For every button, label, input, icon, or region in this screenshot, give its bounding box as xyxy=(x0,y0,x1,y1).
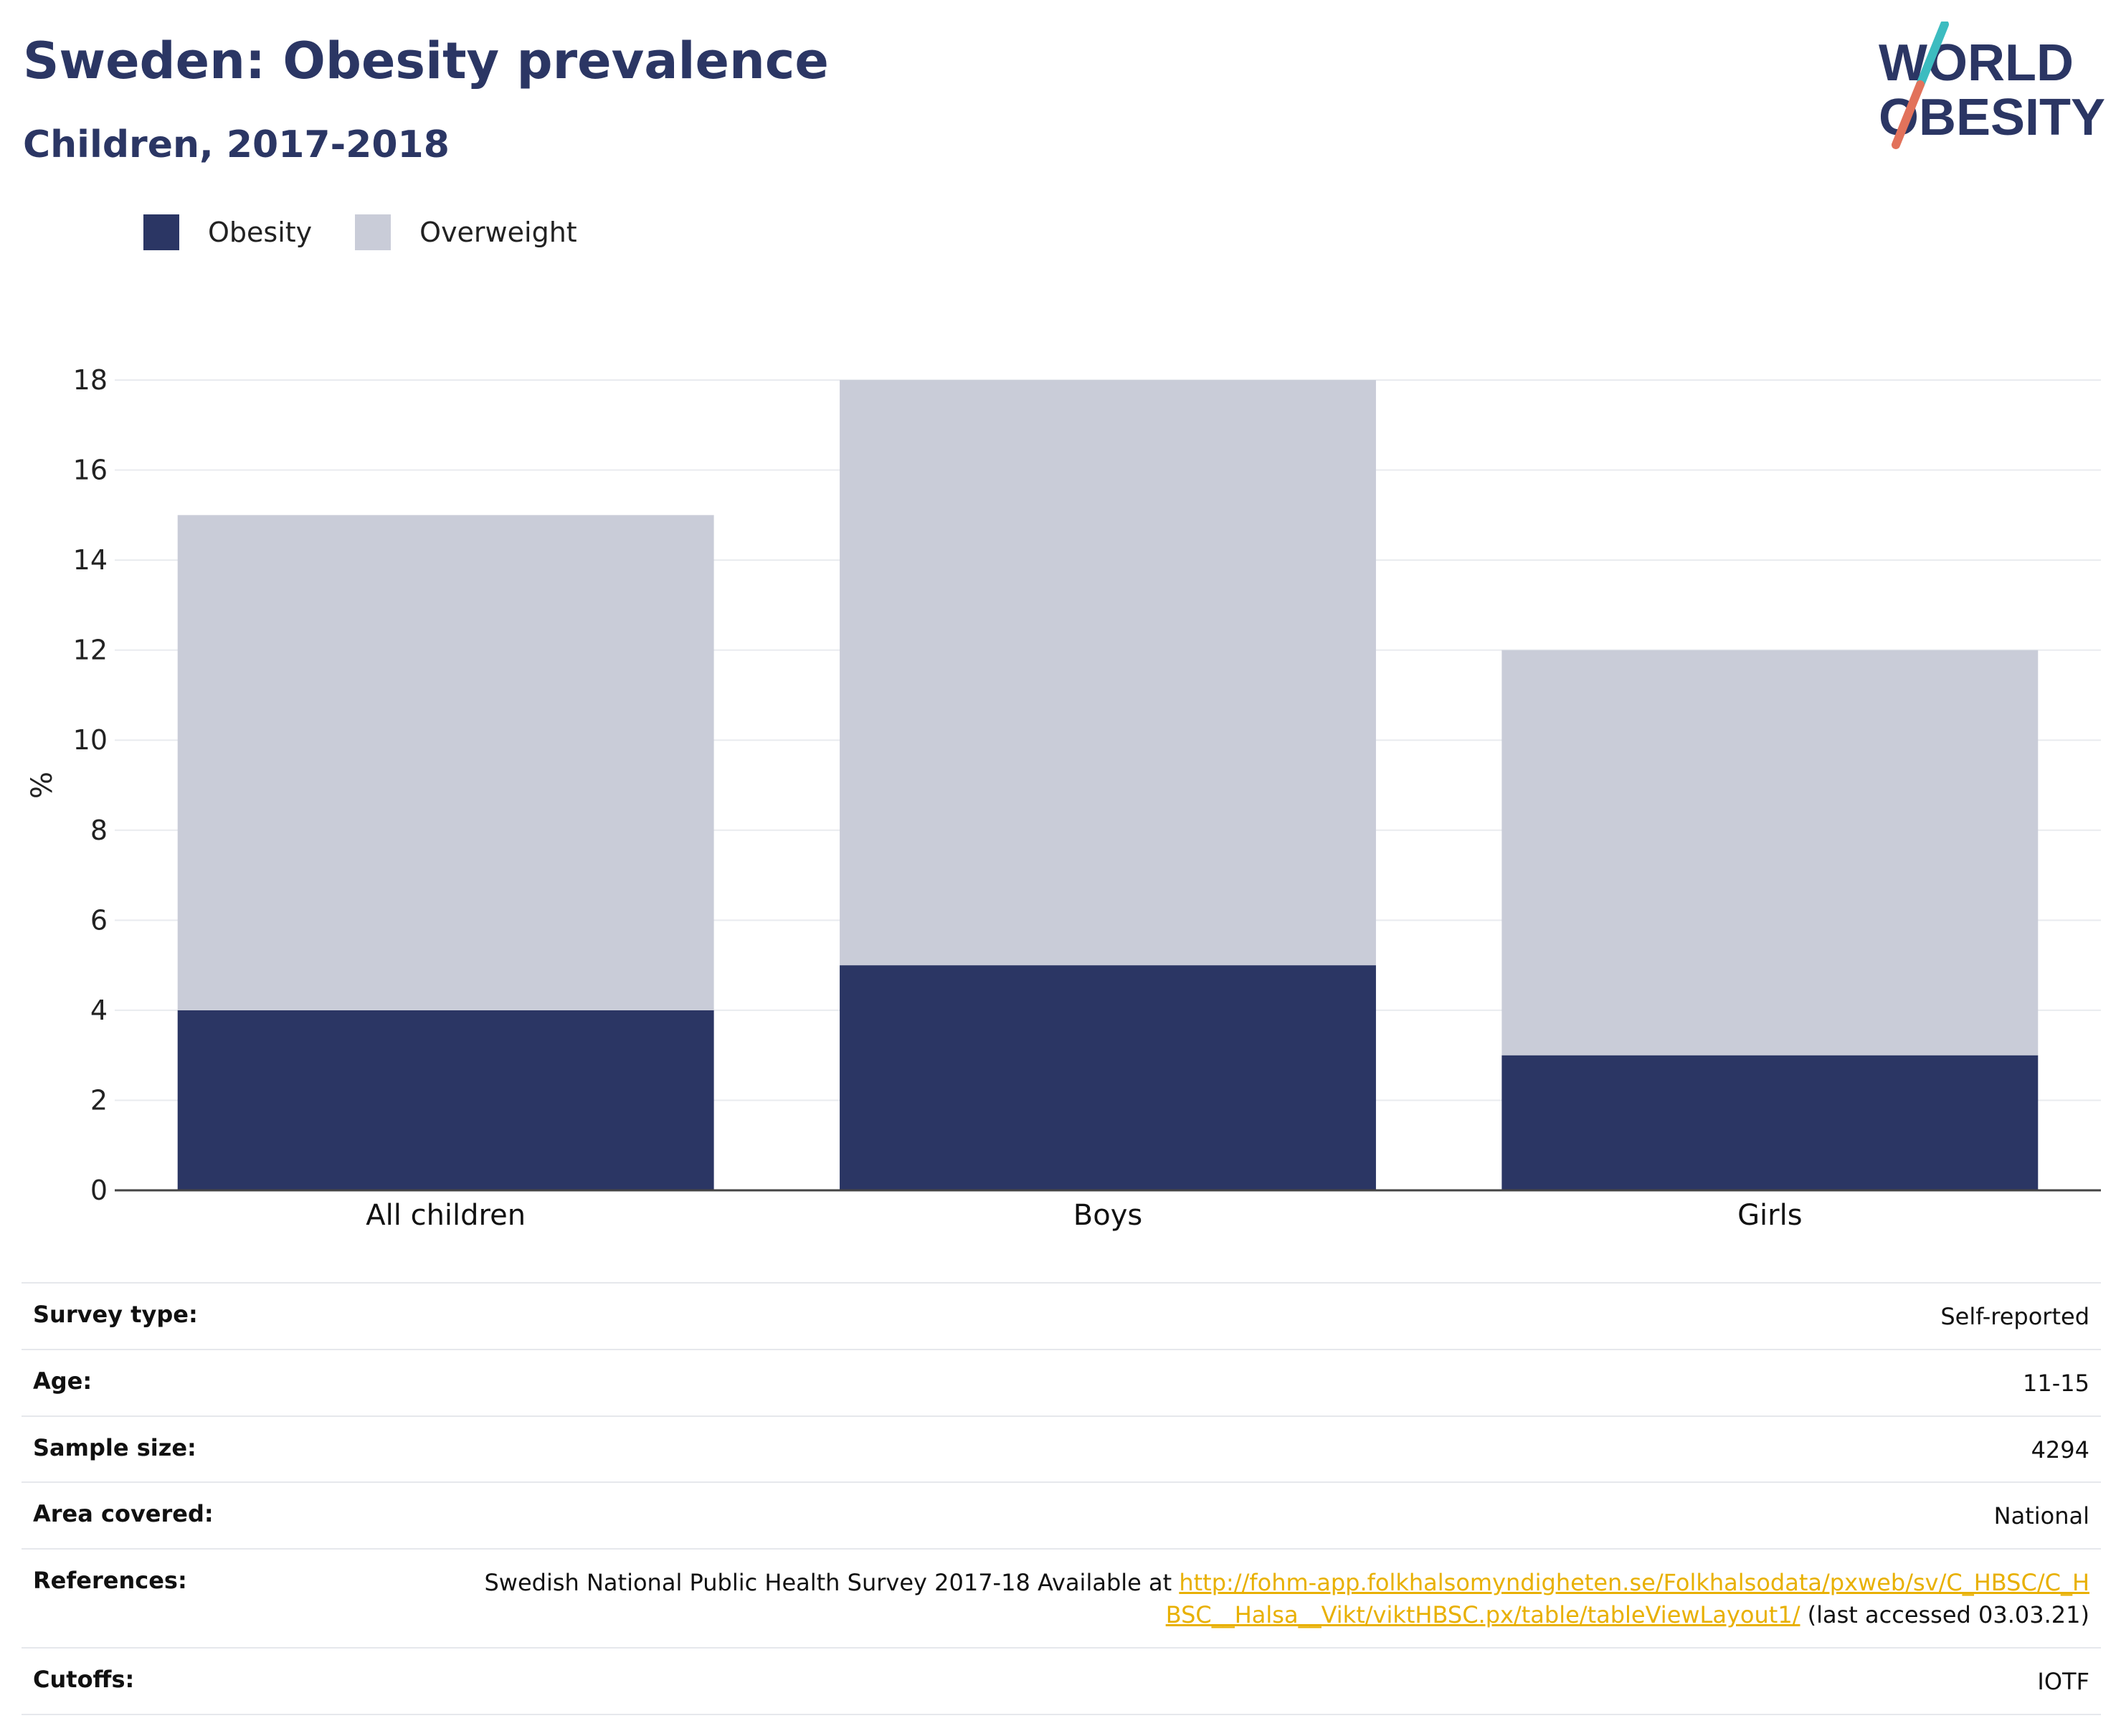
y-tick-label: 16 xyxy=(73,455,108,486)
chart-subtitle: Children, 2017-2018 xyxy=(23,123,450,166)
legend-swatch-obesity xyxy=(143,214,179,250)
meta-label: Cutoffs: xyxy=(33,1665,135,1693)
meta-label: Survey type: xyxy=(33,1301,198,1328)
meta-label: Age: xyxy=(33,1367,92,1395)
chart-legend: Obesity Overweight xyxy=(143,212,620,252)
y-tick-label: 4 xyxy=(90,995,108,1026)
survey-info-table: Survey type: Self-reported Age: 11-15 Sa… xyxy=(22,1282,2101,1715)
meta-value: 11-15 xyxy=(2023,1369,2089,1397)
meta-row-age: Age: 11-15 xyxy=(22,1348,2101,1415)
stacked-bar-chart: 0 2 4 6 8 10 12 14 16 18% All children Boys Girls xyxy=(26,364,2101,1232)
bar-obesity-boys xyxy=(840,965,1376,1190)
y-tick-label: 0 xyxy=(90,1175,108,1206)
legend-swatch-overweight xyxy=(355,214,392,250)
x-tick-label: Boys xyxy=(1073,1199,1142,1232)
bar-obesity-girls xyxy=(1501,1055,2039,1190)
y-tick-label: 6 xyxy=(90,904,108,936)
meta-row-survey-type: Survey type: Self-reported xyxy=(22,1282,2101,1349)
y-tick-label: 2 xyxy=(90,1084,108,1116)
logo-slash-bottom xyxy=(1892,80,1925,149)
references-link[interactable]: http://fohm-app.folkhalsomyndigheten.se/… xyxy=(1165,1569,2089,1628)
meta-row-references: References: Swedish National Public Heal… xyxy=(22,1548,2101,1647)
logo-slash-top xyxy=(1916,22,1949,89)
meta-label: Sample size: xyxy=(33,1433,196,1461)
legend-label-obesity: Obesity xyxy=(208,217,313,248)
y-tick-label: 10 xyxy=(73,724,108,756)
logo-line-1: WORLD xyxy=(1879,34,2074,92)
legend-label-overweight: Overweight xyxy=(419,217,577,248)
x-tick-label: All children xyxy=(366,1199,526,1232)
meta-value: IOTF xyxy=(2037,1667,2089,1695)
bar-overweight-all-children xyxy=(177,515,714,1010)
x-tick-label: Girls xyxy=(1737,1199,1803,1232)
legend-item-overweight[interactable]: Overweight xyxy=(355,214,577,250)
y-tick-label: 14 xyxy=(73,544,108,576)
meta-label: References: xyxy=(33,1567,187,1595)
y-axis-title: % xyxy=(26,772,59,799)
meta-value: Self-reported xyxy=(1940,1303,2089,1330)
meta-value: 4294 xyxy=(2031,1436,2089,1464)
world-obesity-logo: WORLD OBESITY xyxy=(1879,22,2105,149)
chart-title: Sweden: Obesity prevalence xyxy=(23,32,829,90)
bar-overweight-girls xyxy=(1501,650,2039,1056)
legend-item-obesity[interactable]: Obesity xyxy=(143,214,312,250)
references-text: Swedish National Public Health Survey 20… xyxy=(476,1567,2089,1631)
references-suffix: (last accessed 03.03.21) xyxy=(1800,1600,2089,1628)
bar-overweight-boys xyxy=(840,380,1376,966)
meta-value: National xyxy=(1993,1502,2089,1530)
meta-row-cutoffs: Cutoffs: IOTF xyxy=(22,1646,2101,1715)
references-prefix: Swedish National Public Health Survey 20… xyxy=(484,1569,1180,1597)
meta-row-sample-size: Sample size: 4294 xyxy=(22,1415,2101,1482)
y-tick-label: 18 xyxy=(73,364,108,396)
y-tick-label: 8 xyxy=(90,815,108,846)
y-tick-label: 12 xyxy=(73,635,108,666)
bar-obesity-all-children xyxy=(177,1010,714,1190)
meta-row-area-covered: Area covered: National xyxy=(22,1481,2101,1548)
meta-label: Area covered: xyxy=(33,1500,214,1528)
